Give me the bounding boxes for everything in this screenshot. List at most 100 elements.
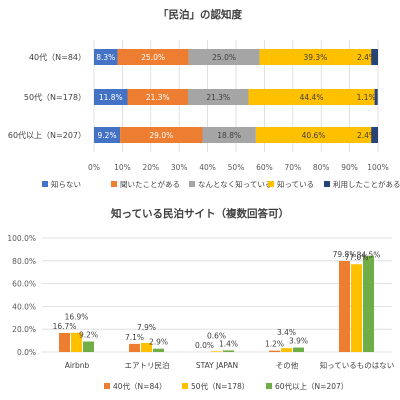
bar <box>83 341 94 352</box>
data-label: 11.8% <box>99 93 123 102</box>
y-tick-label: 60.0% <box>12 280 36 289</box>
legend-swatch <box>189 181 195 187</box>
data-label: 29.0% <box>149 131 173 140</box>
bar-segment <box>374 89 378 105</box>
x-tick-label: 60% <box>256 163 273 172</box>
bar <box>339 261 350 352</box>
x-tick-label: 70% <box>284 163 301 172</box>
legend-label: 利用したことがある <box>333 179 400 189</box>
x-tick-label: 20% <box>142 163 159 172</box>
bar-segment <box>94 49 118 65</box>
x-tick-label: 30% <box>171 163 188 172</box>
bar-segment <box>371 127 378 143</box>
bar <box>71 332 82 352</box>
legend-swatch <box>42 181 48 187</box>
x-tick-label: 10% <box>114 163 131 172</box>
data-label: 9.2% <box>79 331 98 340</box>
data-label: 21.3% <box>146 93 170 102</box>
bar <box>211 351 222 352</box>
bar-segment <box>188 49 260 65</box>
category-labels: 40代（N=84） 50代（N=178） 60代以上（N=207） <box>8 52 86 140</box>
data-label: 44.4% <box>300 93 324 102</box>
bar-segment <box>248 89 375 105</box>
data-label: 3.4% <box>277 328 296 337</box>
chart-title: 知っている民泊サイト（複数回答可） <box>111 207 289 220</box>
category-label: その他 <box>276 360 299 370</box>
data-label: 1.2% <box>265 340 284 349</box>
legend-label: 50代（N=178） <box>191 381 249 391</box>
bar <box>293 347 304 352</box>
awareness-chart: 「民泊」の認知度 40代（N=84） 50代（N=178） 60代以上（N=207）… <box>8 8 400 189</box>
category-label: 60代以上（N=207） <box>8 130 86 140</box>
legend: 40代（N=84） 50代（N=178） 60代以上（N=207） <box>104 381 348 391</box>
bar <box>153 348 164 352</box>
bar-segment <box>259 49 372 65</box>
data-label: 77.0% <box>345 253 369 262</box>
data-label: 84.5% <box>357 251 381 260</box>
category-label: 50代（N=178） <box>24 92 86 102</box>
bar-segment <box>127 89 189 105</box>
bar-segment <box>117 49 189 65</box>
data-label: 2.9% <box>149 338 168 347</box>
category-label: 40代（N=84） <box>29 52 86 62</box>
bar <box>59 332 70 352</box>
bars <box>59 255 374 352</box>
bar <box>281 348 292 352</box>
data-label: 0.0% <box>195 341 214 350</box>
sites-chart: 知っている民泊サイト（複数回答可） 0.0% 20.0% 40.0% 60.0% 80.… <box>7 207 394 391</box>
bar-segment <box>94 127 121 143</box>
x-tick-labels: 0% 10% 20% 30% 40% 50% 60% 70% 80% 90% 100% <box>88 163 389 172</box>
category-label: Airbnb <box>65 361 90 370</box>
bar-segment <box>202 127 256 143</box>
legend-swatch <box>111 181 117 187</box>
data-label: 1.1% <box>357 93 376 102</box>
data-label: 40.6% <box>302 131 326 140</box>
data-label: 18.8% <box>217 131 241 140</box>
data-label: 2.4% <box>357 131 376 140</box>
data-label: 79.8% <box>333 250 357 259</box>
bar <box>129 343 140 352</box>
chart-title: 「民泊」の認知度 <box>158 8 242 21</box>
data-label: 0.6% <box>207 331 226 340</box>
bar-segment <box>188 89 249 105</box>
bar <box>141 342 152 352</box>
data-label: 8.3% <box>96 53 115 62</box>
bar <box>223 350 234 352</box>
y-tick-labels: 0.0% 20.0% 40.0% 60.0% 80.0% 100.0% <box>7 234 36 357</box>
bar-segment <box>255 127 372 143</box>
data-label: 25.0% <box>212 53 236 62</box>
data-label: 25.0% <box>141 53 165 62</box>
x-tick-label: 0% <box>88 163 100 172</box>
data-label: 2.4% <box>357 53 376 62</box>
data-label: 7.9% <box>137 323 156 332</box>
data-label: 9.2% <box>98 131 117 140</box>
legend-label: 知らない <box>51 179 81 189</box>
data-label: 21.3% <box>206 93 230 102</box>
category-label: STAY JAPAN <box>196 361 238 370</box>
legend-swatch <box>268 181 274 187</box>
bars: 8.3% 25.0% 25.0% 39.3% 2.4% 11.8% 21.3% 21.3% 44… <box>94 49 378 143</box>
bar <box>351 264 362 352</box>
x-tick-label: 80% <box>313 163 330 172</box>
data-label: 3.9% <box>289 337 308 346</box>
category-label: 知っているものはない <box>320 360 395 370</box>
bar-segment <box>94 89 128 105</box>
legend-swatch <box>324 181 330 187</box>
category-label: エアトリ民泊 <box>125 360 170 370</box>
y-tick-label: 40.0% <box>12 302 36 311</box>
legend-swatch <box>266 383 272 389</box>
data-label: 16.9% <box>65 313 89 322</box>
grid <box>42 237 392 353</box>
data-labels: 16.7%16.9% 9.2% 7.1%7.9% 2.9% 0.0%0.6%1.4% 1.… <box>53 250 381 350</box>
legend-label: 知っている <box>277 179 314 189</box>
legend-label: 聞いたことがある <box>120 179 180 189</box>
x-tick-label: 50% <box>228 163 245 172</box>
bar-segment <box>120 127 203 143</box>
y-tick-label: 0.0% <box>17 348 36 357</box>
data-label: 39.3% <box>303 53 327 62</box>
y-tick-label: 20.0% <box>12 325 36 334</box>
bar <box>363 255 374 352</box>
y-tick-label: 100.0% <box>7 234 36 243</box>
data-label: 1.4% <box>219 339 238 348</box>
